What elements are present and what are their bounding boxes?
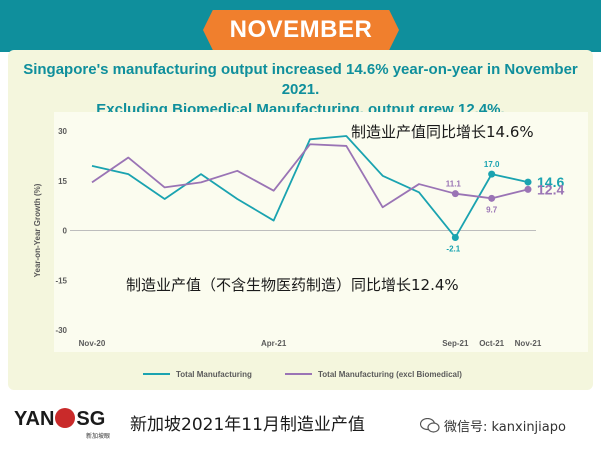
data-label: 17.0 bbox=[484, 160, 500, 169]
x-tick-label: Apr-21 bbox=[261, 339, 287, 348]
data-point-marker bbox=[451, 190, 459, 198]
month-banner: NOVEMBER 2021 bbox=[203, 10, 399, 50]
data-point-marker bbox=[451, 233, 459, 241]
data-label: 11.1 bbox=[446, 180, 462, 189]
series-line-excl-biomedical bbox=[91, 143, 529, 209]
axis-layer: 30 15 0 -15 -30 Year-on-Year Growth (%) Nov-20… bbox=[33, 127, 542, 348]
logo-text-left: YAN bbox=[14, 408, 55, 430]
series-layer bbox=[91, 135, 532, 241]
data-point-marker bbox=[488, 194, 496, 202]
data-point-marker bbox=[524, 178, 532, 186]
wechat-id-text: 微信号: kanxinjiapo bbox=[444, 420, 566, 435]
logo-text-right: SG bbox=[76, 408, 106, 430]
y-axis-title: Year-on-Year Growth (%) bbox=[33, 183, 42, 277]
y-tick-label: 30 bbox=[58, 127, 67, 136]
data-label: -2.1 bbox=[446, 244, 460, 253]
plot-background bbox=[54, 112, 588, 352]
x-tick-label: Nov-20 bbox=[79, 339, 106, 348]
legend-label: Total Manufacturing bbox=[176, 370, 252, 379]
logo-subtext: 新加坡眼 bbox=[86, 433, 111, 440]
data-point-marker bbox=[488, 170, 496, 178]
x-tick-label: Nov-21 bbox=[515, 339, 542, 348]
yansg-logo: YAN SG bbox=[14, 408, 105, 431]
overlay-top-right: 制造业产值同比增长14.6% bbox=[351, 123, 534, 141]
overlay-middle: 制造业产值（不含生物医药制造）同比增长12.4% bbox=[126, 276, 459, 294]
logo-q-mark-icon bbox=[55, 408, 76, 428]
end-value-label: 12.4 bbox=[537, 181, 564, 197]
label-layer: -2.1 17.0 11.1 9.7 14.612.4 bbox=[446, 160, 565, 253]
end-value-label: 14.6 bbox=[537, 174, 564, 190]
x-tick-label: Oct-21 bbox=[479, 339, 504, 348]
series-line-total bbox=[91, 135, 529, 239]
legend: Total Manufacturing Total Manufacturing (… bbox=[143, 370, 462, 379]
x-tick-label: Sep-21 bbox=[442, 339, 469, 348]
footer-caption: 新加坡2021年11月制造业产值 bbox=[130, 415, 365, 435]
legend-label: Total Manufacturing (excl Biomedical) bbox=[318, 370, 462, 379]
wechat-id: 微信号: kanxinjiapo bbox=[420, 416, 566, 435]
data-label: 9.7 bbox=[486, 205, 498, 214]
data-point-marker bbox=[524, 185, 532, 193]
y-tick-label: 0 bbox=[63, 227, 68, 236]
y-tick-label: -15 bbox=[55, 276, 67, 285]
headline-line-1: Singapore's manufacturing output increas… bbox=[23, 61, 578, 98]
y-tick-label: -30 bbox=[55, 326, 67, 335]
wechat-icon bbox=[420, 418, 440, 433]
y-tick-label: 15 bbox=[58, 177, 67, 186]
